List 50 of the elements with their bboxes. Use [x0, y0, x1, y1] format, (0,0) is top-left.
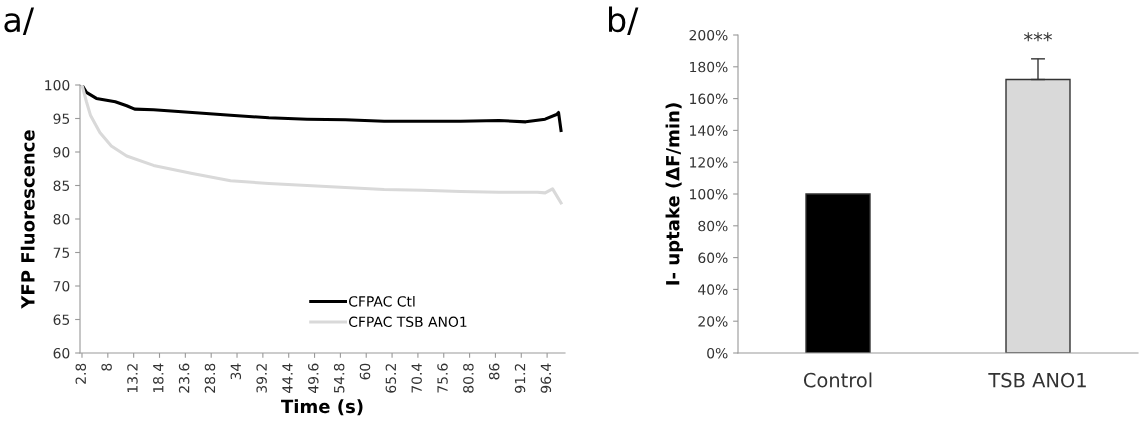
y-axis-title: YFP Fluorescence [20, 130, 35, 309]
x-tick-label: 34 [230, 363, 242, 380]
legend-label: CFPAC Ctl [349, 295, 415, 307]
y-tick-label: 100% [690, 188, 728, 200]
y-tick-label: 40% [698, 284, 728, 295]
chart-title: b/ [609, 6, 639, 35]
y-tick-label: 180% [690, 61, 728, 73]
x-tick-label: 28.8 [204, 363, 216, 393]
x-axis-title: Time (s) [281, 399, 363, 416]
x-tick-label: 18.4 [153, 363, 164, 393]
y-tick-label: 80% [698, 220, 728, 232]
y-tick-label: 160% [690, 93, 728, 105]
y-tick-label: 80 [53, 213, 70, 225]
y-tick-label: 60% [698, 252, 728, 264]
legend-label: CFPAC TSB ANO1 [349, 316, 467, 328]
x-tick-label: 13.2 [127, 364, 138, 393]
x-tick-label: 39.2 [256, 364, 267, 393]
y-tick-label: 95 [53, 113, 70, 124]
y-axis-title: I- uptake (ΔF/min) [665, 103, 684, 285]
y-tick-label: 90 [53, 146, 70, 158]
annotation: *** [1024, 32, 1052, 42]
y-tick-label: 140% [690, 125, 728, 136]
y-tick-label: 120% [690, 157, 728, 168]
x-tick-label: 91.2 [514, 364, 526, 393]
x-tick-label: 65.2 [385, 364, 397, 393]
y-tick-label: 20% [698, 316, 728, 327]
x-tick-label: 44.4 [282, 363, 293, 393]
y-tick-label: 85 [53, 180, 70, 191]
x-tick-label: 86 [488, 363, 500, 380]
x-tick-label: 49.6 [308, 363, 319, 393]
x-tick-label: TSB ANO1 [988, 372, 1086, 388]
x-tick-label: 60 [359, 363, 371, 380]
y-tick-label: 60 [53, 347, 70, 359]
x-tick-label: 54.8 [333, 363, 345, 393]
x-tick-label: 80.8 [463, 363, 474, 393]
y-tick-label: 65 [53, 314, 70, 325]
x-tick-label: 23.6 [178, 363, 190, 393]
x-tick-label: 96.4 [540, 363, 552, 393]
line-series [80, 85, 563, 205]
y-tick-label: 70 [53, 280, 70, 292]
y-tick-label: 200% [689, 29, 728, 41]
chart-title: a/ [4, 7, 35, 35]
x-tick-label: Control [803, 372, 872, 388]
x-tick-label: 75.6 [437, 363, 448, 393]
y-tick-label: 100 [45, 79, 70, 91]
y-tick-label: 75 [53, 247, 70, 258]
x-tick-label: 8 [101, 363, 112, 371]
x-tick-label: 70.4 [411, 363, 422, 393]
x-tick-label: 2.8 [75, 363, 87, 384]
y-tick-label: 0% [707, 347, 728, 359]
